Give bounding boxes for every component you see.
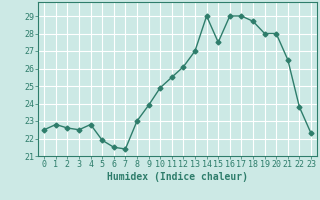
X-axis label: Humidex (Indice chaleur): Humidex (Indice chaleur)	[107, 172, 248, 182]
